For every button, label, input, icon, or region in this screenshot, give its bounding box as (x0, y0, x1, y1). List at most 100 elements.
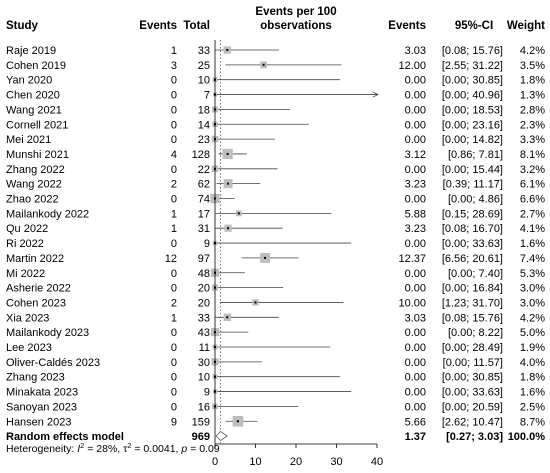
study-events: 0 (171, 104, 177, 116)
study-ci: [0.08; 15.76] (442, 45, 503, 57)
header-ci: 95%-CI (455, 20, 493, 32)
study-name: Chen 2020 (6, 90, 60, 102)
study-row: Yan 2020 0 10 0.00 [0.00; 30.85] 1.8% (6, 75, 545, 87)
study-ci: [1.23; 31.70] (442, 297, 503, 309)
study-weight: 1.3% (520, 90, 545, 102)
study-events: 0 (171, 372, 177, 384)
study-weight: 4.2% (520, 45, 545, 57)
study-name: Wang 2022 (6, 179, 62, 191)
study-estimate: 0.00 (405, 164, 426, 176)
study-ci: [0.08; 15.76] (442, 312, 503, 324)
study-events: 0 (171, 75, 177, 87)
study-row: Mei 2021 0 23 0.00 [0.00; 14.82] 3.3% (6, 134, 545, 146)
study-ci: [2.62; 10.47] (442, 416, 503, 428)
study-weight: 2.5% (520, 401, 545, 413)
pooled-row: Random effects model 969 1.37 [0.27; 3.03] 1… (6, 430, 546, 443)
study-ci: [0.86; 7.81] (448, 149, 503, 161)
point-estimate (262, 63, 265, 66)
study-estimate: 0.00 (405, 283, 426, 295)
study-weight: 6.6% (520, 194, 545, 206)
study-total: 128 (192, 149, 210, 161)
study-name: Cornell 2021 (6, 119, 68, 131)
study-estimate: 0.00 (405, 75, 426, 87)
study-name: Cohen 2023 (6, 297, 66, 309)
study-name: Xia 2023 (6, 312, 49, 324)
study-total: 25 (198, 60, 210, 72)
study-weight: 5.0% (520, 327, 545, 339)
study-total: 20 (198, 297, 210, 309)
study-estimate: 0.00 (405, 238, 426, 250)
study-total: 33 (198, 312, 210, 324)
study-total: 16 (198, 401, 210, 413)
study-ci: [0.00; 14.82] (442, 134, 503, 146)
study-ci: [0.00; 33.63] (442, 238, 503, 250)
study-estimate: 0.00 (405, 104, 426, 116)
study-total: 43 (198, 327, 210, 339)
point-estimate (226, 316, 229, 319)
header-plot-line1: Events per 100 (255, 6, 336, 18)
study-weight: 1.6% (520, 238, 545, 250)
study-estimate: 3.03 (405, 45, 426, 57)
study-ci: [0.00; 18.53] (442, 104, 503, 116)
study-row: Wang 2022 2 62 3.23 [0.39; 11.17] 6.1% (6, 179, 545, 191)
study-total: 17 (198, 208, 210, 220)
study-estimate: 3.23 (405, 179, 426, 191)
study-row: Zhang 2023 0 10 0.00 [0.00; 30.85] 1.8% (6, 372, 545, 384)
study-total: 18 (198, 104, 210, 116)
pooled-ci: [0.27; 3.03] (446, 431, 503, 443)
study-ci: [0.00; 7.40] (448, 268, 503, 280)
study-estimate: 0.00 (405, 194, 426, 206)
study-name: Sanoyan 2023 (6, 401, 77, 413)
x-tick-label: 30 (330, 456, 342, 468)
study-events: 0 (171, 401, 177, 413)
study-row: Mailankody 2022 1 17 5.88 [0.15; 28.69] 2.7% (6, 208, 545, 220)
study-total: 22 (198, 164, 210, 176)
study-events: 0 (171, 342, 177, 354)
study-events: 0 (171, 119, 177, 131)
study-ci: [0.00; 4.86] (448, 194, 503, 206)
study-events: 1 (171, 223, 177, 235)
study-weight: 8.1% (520, 149, 545, 161)
heterogeneity-text: Heterogeneity: I2 = 28%, τ2 = 0.0041, p … (6, 441, 220, 455)
study-events: 12 (165, 253, 177, 265)
study-events: 0 (171, 268, 177, 280)
study-row: Cohen 2023 2 20 10.00 [1.23; 31.70] 3.0% (6, 297, 545, 309)
study-events: 0 (171, 283, 177, 295)
study-weight: 4.2% (520, 312, 545, 324)
point-estimate (226, 49, 229, 51)
study-name: Mi 2022 (6, 268, 45, 280)
study-row: Wang 2021 0 18 0.00 [0.00; 18.53] 2.8% (6, 104, 545, 116)
study-estimate: 3.12 (405, 149, 426, 161)
study-row: Oliver-Caldés 2023 0 30 0.00 [0.00; 11.57] 4.… (6, 357, 545, 369)
study-name: Asherie 2022 (6, 283, 71, 295)
point-estimate (227, 227, 230, 230)
study-estimate: 0.00 (405, 90, 426, 102)
x-tick-label: 10 (249, 456, 261, 468)
study-events: 0 (171, 327, 177, 339)
study-estimate: 3.03 (405, 312, 426, 324)
study-events: 0 (171, 194, 177, 206)
study-row: Cornell 2021 0 14 0.00 [0.00; 23.16] 2.3% (6, 119, 545, 131)
study-events: 0 (171, 357, 177, 369)
study-total: 30 (198, 357, 210, 369)
study-estimate: 0.00 (405, 327, 426, 339)
study-total: 48 (198, 268, 210, 280)
study-total: 10 (198, 372, 210, 384)
tau2-label: τ (123, 443, 128, 455)
study-weight: 1.8% (520, 75, 545, 87)
study-ci: [0.00; 28.49] (442, 342, 503, 354)
study-row: Mailankody 2023 0 43 0.00 [0.00; 8.22] 5.0% (6, 327, 545, 339)
study-events: 3 (171, 60, 177, 72)
study-total: 33 (198, 45, 210, 57)
study-events: 0 (171, 164, 177, 176)
study-estimate: 3.23 (405, 223, 426, 235)
study-estimate: 0.00 (405, 342, 426, 354)
study-name: Yan 2020 (6, 75, 52, 87)
study-row: Minakata 2023 0 9 0.00 [0.00; 33.63] 1.6% (6, 387, 545, 399)
ci-arrow (372, 91, 379, 98)
study-name: Mailankody 2023 (6, 327, 89, 339)
study-estimate: 10.00 (398, 297, 426, 309)
study-weight: 2.7% (520, 208, 545, 220)
pooled-weight: 100.0% (508, 431, 546, 443)
